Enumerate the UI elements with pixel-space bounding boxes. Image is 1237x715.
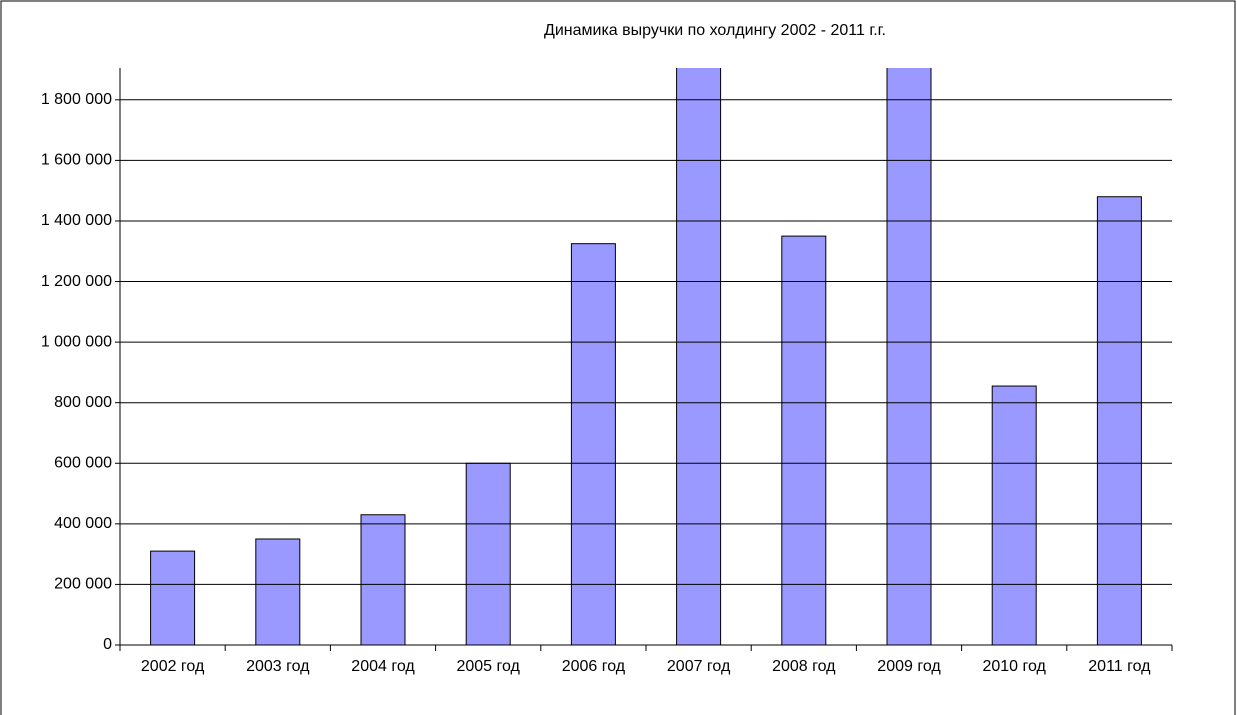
- bar: [886, 68, 932, 646]
- bar: [781, 235, 827, 646]
- y-tick-label: 800 000: [54, 394, 112, 411]
- chart-title: Динамика выручки по холдингу 2002 - 2011…: [544, 22, 886, 39]
- x-tick-label: 2003 год: [246, 658, 310, 675]
- y-tick-label: 1 000 000: [41, 333, 112, 350]
- x-tick-label: 2004 год: [351, 658, 415, 675]
- y-tick-label: 1 800 000: [41, 91, 112, 108]
- bar: [360, 514, 406, 646]
- bar: [255, 538, 301, 646]
- bar: [570, 243, 616, 646]
- y-tick-label: 200 000: [54, 576, 112, 593]
- y-tick-label: 0: [103, 636, 112, 653]
- bar: [150, 550, 196, 646]
- y-tick-label: 1 600 000: [41, 152, 112, 169]
- plot-area: [150, 68, 1142, 646]
- bar: [465, 462, 511, 646]
- x-tick-label: 2005 год: [456, 658, 520, 675]
- y-tick-label: 1 200 000: [41, 273, 112, 290]
- y-tick-label: 400 000: [54, 515, 112, 532]
- y-tick-label: 600 000: [54, 454, 112, 471]
- x-tick-label: 2008 год: [772, 658, 836, 675]
- x-tick-label: 2010 год: [982, 658, 1046, 675]
- x-tick-label: 2002 год: [141, 658, 205, 675]
- x-tick-label: 2009 год: [877, 658, 941, 675]
- x-tick-label: 2007 год: [667, 658, 731, 675]
- bar: [991, 385, 1037, 646]
- bar: [676, 68, 722, 646]
- x-tick-label: 2006 год: [562, 658, 626, 675]
- x-tick-label: 2011 год: [1088, 658, 1151, 675]
- y-tick-label: 1 400 000: [41, 212, 112, 229]
- bar: [1096, 196, 1142, 646]
